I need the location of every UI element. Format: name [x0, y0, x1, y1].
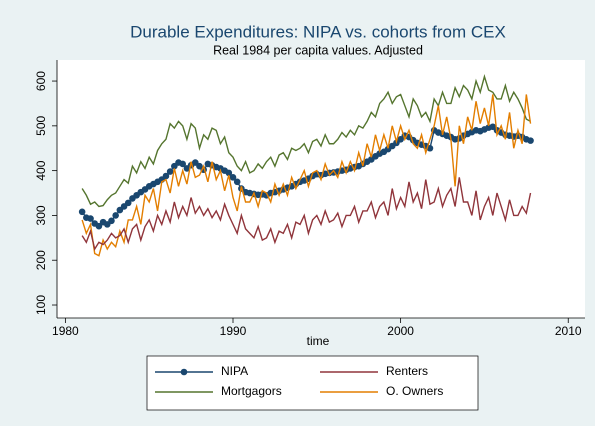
y-tick-label: 300 — [34, 205, 48, 225]
y-tick-label: 600 — [34, 71, 48, 91]
x-tick-label: 2010 — [555, 324, 582, 338]
x-axis-label: time — [307, 334, 330, 348]
chart-title: Durable Expenditures: NIPA vs. cohorts f… — [130, 22, 506, 41]
legend-label: NIPA — [221, 364, 248, 378]
x-tick-label: 2000 — [387, 324, 414, 338]
line — [81, 177, 532, 251]
marker — [162, 172, 170, 180]
legend-label: O. Owners — [386, 384, 443, 398]
marker — [112, 212, 119, 219]
y-tick-label: 500 — [34, 116, 48, 136]
y-tick-label: 100 — [34, 295, 48, 315]
marker — [527, 137, 534, 144]
marker — [233, 178, 241, 186]
marker — [229, 174, 237, 181]
chart-subtitle: Real 1984 per capita values. Adjusted — [213, 43, 423, 57]
marker — [166, 168, 174, 175]
x-tick-label: 1980 — [52, 324, 79, 338]
legend — [146, 355, 479, 411]
legend-label: Mortgagors — [221, 384, 282, 398]
y-tick-label: 200 — [34, 250, 48, 270]
marker — [108, 217, 115, 225]
plot-area — [57, 60, 585, 318]
x-tick-label: 1990 — [220, 324, 247, 338]
legend-label: Renters — [386, 364, 428, 378]
marker — [87, 215, 94, 222]
line — [81, 94, 532, 257]
marker — [225, 169, 233, 177]
legend-marker — [180, 368, 188, 376]
marker — [95, 222, 103, 230]
marker — [124, 199, 132, 207]
line — [81, 74, 531, 208]
y-tick-label: 400 — [34, 160, 48, 180]
marker — [78, 208, 86, 216]
marker — [179, 160, 187, 168]
